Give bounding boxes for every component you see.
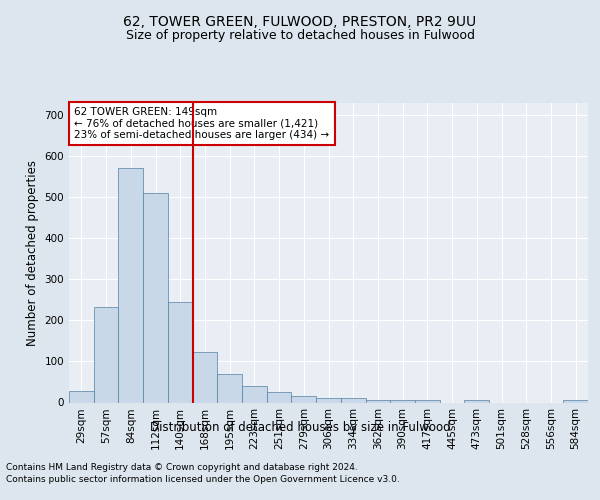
Bar bbox=[390, 400, 415, 402]
Bar bbox=[464, 400, 489, 402]
Bar bbox=[267, 392, 292, 402]
Bar bbox=[365, 400, 390, 402]
Text: Distribution of detached houses by size in Fulwood: Distribution of detached houses by size … bbox=[149, 421, 451, 434]
Bar bbox=[316, 398, 341, 402]
Text: 62 TOWER GREEN: 149sqm
← 76% of detached houses are smaller (1,421)
23% of semi-: 62 TOWER GREEN: 149sqm ← 76% of detached… bbox=[74, 107, 329, 140]
Bar bbox=[118, 168, 143, 402]
Bar bbox=[341, 398, 365, 402]
Text: Contains HM Land Registry data © Crown copyright and database right 2024.: Contains HM Land Registry data © Crown c… bbox=[6, 463, 358, 472]
Bar bbox=[217, 374, 242, 402]
Bar bbox=[94, 306, 118, 402]
Bar bbox=[168, 302, 193, 402]
Text: Size of property relative to detached houses in Fulwood: Size of property relative to detached ho… bbox=[125, 28, 475, 42]
Text: Contains public sector information licensed under the Open Government Licence v3: Contains public sector information licen… bbox=[6, 476, 400, 484]
Bar bbox=[563, 400, 588, 402]
Bar bbox=[242, 386, 267, 402]
Bar bbox=[69, 392, 94, 402]
Bar bbox=[143, 193, 168, 402]
Y-axis label: Number of detached properties: Number of detached properties bbox=[26, 160, 39, 346]
Bar bbox=[415, 400, 440, 402]
Bar bbox=[193, 352, 217, 403]
Text: 62, TOWER GREEN, FULWOOD, PRESTON, PR2 9UU: 62, TOWER GREEN, FULWOOD, PRESTON, PR2 9… bbox=[124, 16, 476, 30]
Bar bbox=[292, 396, 316, 402]
